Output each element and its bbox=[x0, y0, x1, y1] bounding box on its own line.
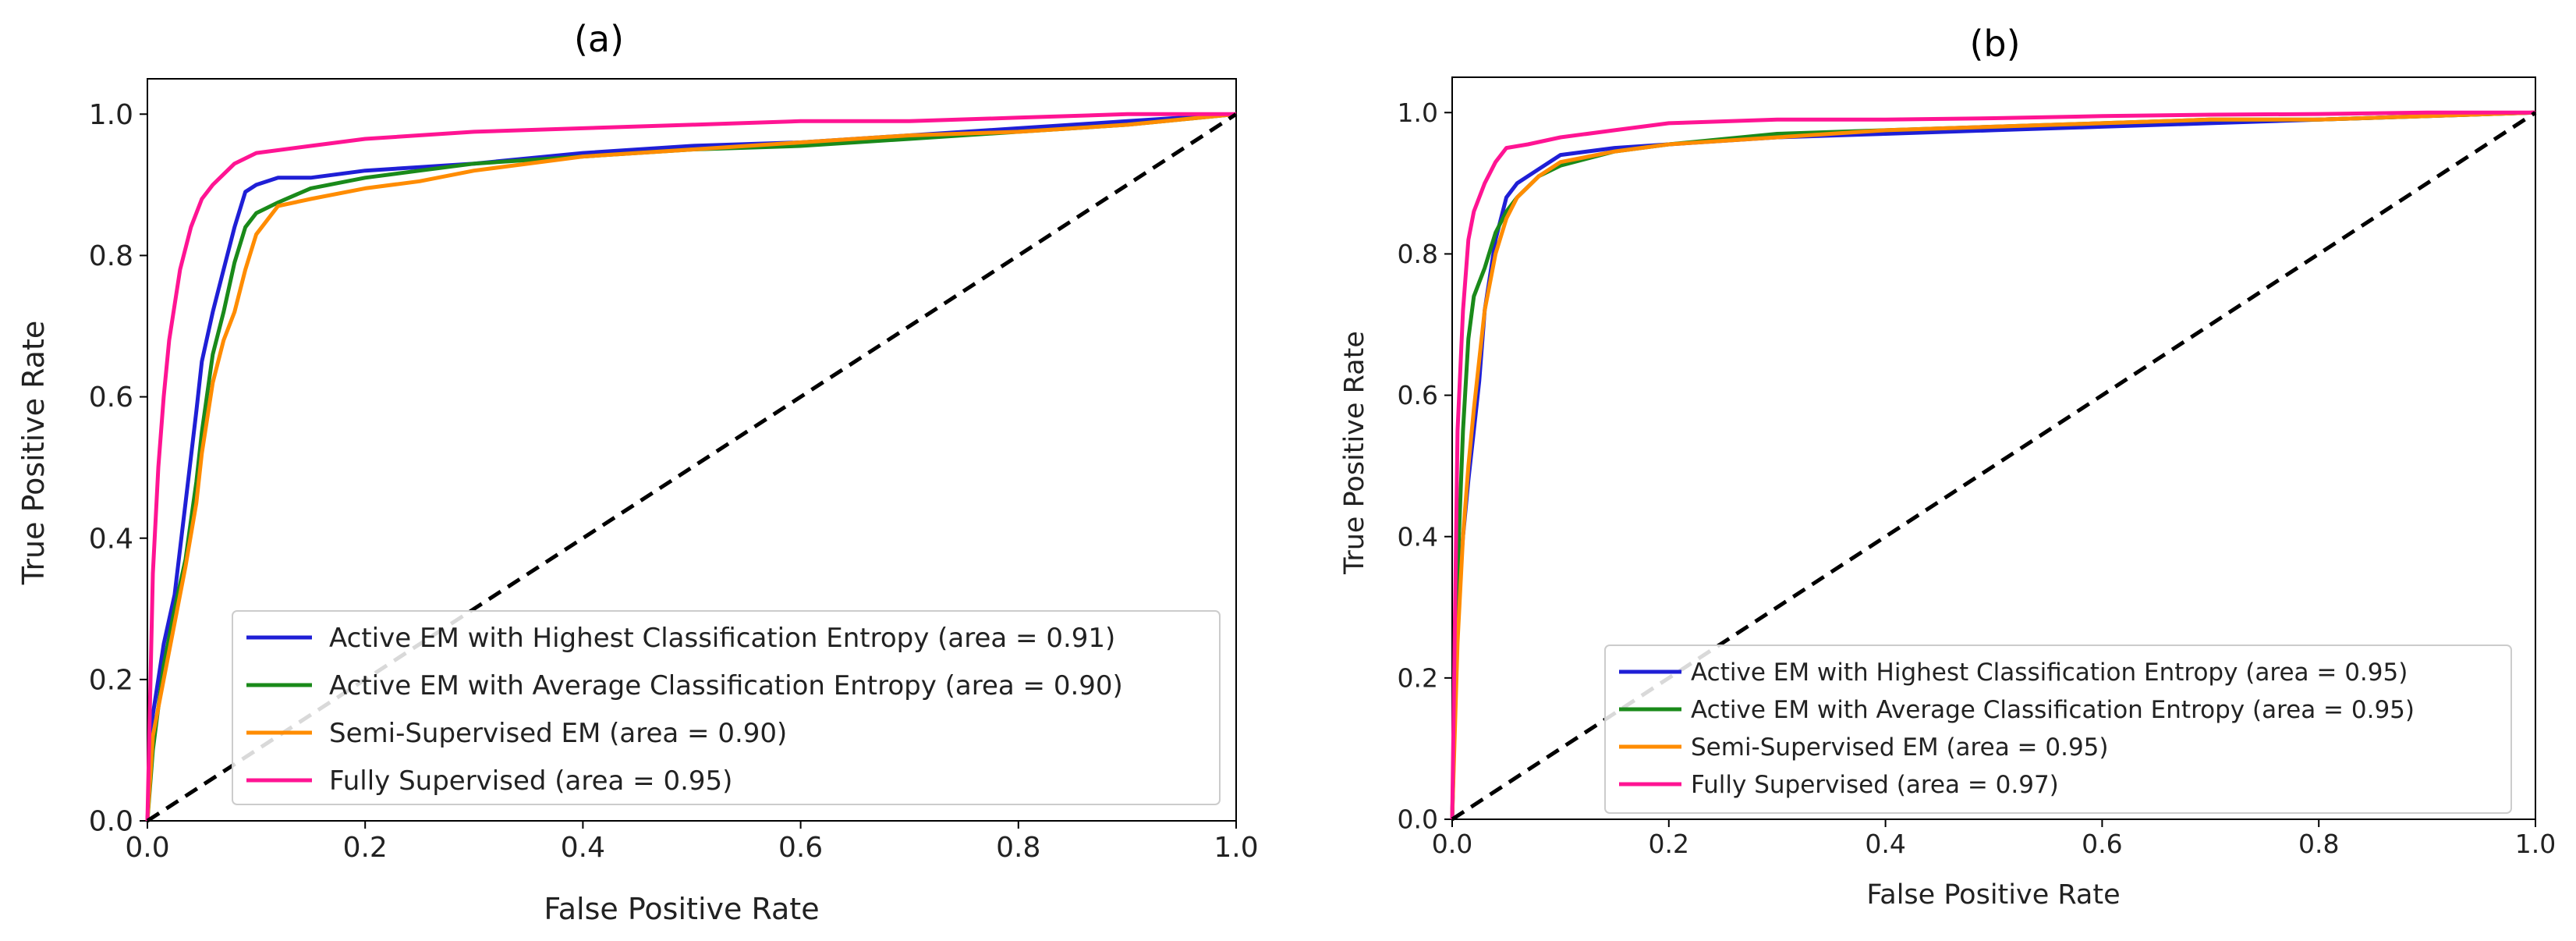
x-tick-label: 0.8 bbox=[996, 832, 1040, 864]
y-axis-label: True Positive Rate bbox=[1339, 331, 1370, 575]
legend-label: Active EM with Highest Classification En… bbox=[1691, 659, 2408, 687]
y-tick-label: 0.8 bbox=[1398, 239, 1438, 269]
legend-label: Fully Supervised (area = 0.95) bbox=[329, 765, 732, 797]
roc-curve-3 bbox=[145, 112, 1237, 822]
legend-label: Semi-Supervised EM (area = 0.90) bbox=[329, 718, 787, 749]
legend-box bbox=[232, 610, 1221, 805]
x-tick-label: 0.4 bbox=[1865, 829, 1905, 859]
y-tick-label: 0.0 bbox=[1398, 804, 1438, 835]
x-tick-label: 1.0 bbox=[2515, 829, 2556, 859]
y-axis-label: True Positive Rate bbox=[16, 321, 51, 586]
plot-area-b: 0.0 0.2 0.4 0.6 0.8 1.0 0.0 0.2 0.4 0.6 0.8 1.0 Acti… bbox=[1398, 76, 2556, 859]
x-axis-label: False Positive Rate bbox=[1866, 879, 2120, 911]
panel-a: (a) 0.0 0.2 0.4 0.6 0.8 1.0 0.0 0.2 0.4 0.6 0.8 1.0… bbox=[16, 18, 1259, 926]
legend-label: Active EM with Average Classification En… bbox=[1691, 696, 2415, 724]
x-tick-label: 1.0 bbox=[1214, 832, 1258, 864]
legend-label: Semi-Supervised EM (area = 0.95) bbox=[1691, 733, 2109, 762]
legend-label: Active EM with Average Classification En… bbox=[329, 670, 1123, 701]
plot-area-a: 0.0 0.2 0.4 0.6 0.8 1.0 0.0 0.2 0.4 0.6 0.8 1.0 Acti… bbox=[89, 78, 1259, 864]
y-tick-label: 0.6 bbox=[1398, 380, 1438, 410]
panel-b: (b) 0.0 0.2 0.4 0.6 0.8 1.0 0.0 0.2 0.4 0.6 0.8 1.0… bbox=[1339, 23, 2556, 911]
x-tick-label: 0.4 bbox=[561, 832, 605, 864]
y-tick-label: 0.4 bbox=[89, 523, 133, 555]
x-tick-label: 0.0 bbox=[1432, 829, 1472, 859]
x-axis-label: False Positive Rate bbox=[544, 892, 819, 926]
panel-title: (a) bbox=[574, 18, 624, 60]
y-tick-label: 0.8 bbox=[89, 240, 133, 272]
legend-label: Fully Supervised (area = 0.97) bbox=[1691, 771, 2059, 799]
roc-curve-4 bbox=[145, 112, 1236, 822]
legend: Active EM with Highest Classification En… bbox=[1604, 644, 2512, 814]
x-tick-label: 0.2 bbox=[1649, 829, 1689, 859]
y-tick-label: 0.0 bbox=[89, 806, 133, 838]
y-tick-label: 0.4 bbox=[1398, 521, 1438, 552]
legend-label: Active EM with Highest Classification En… bbox=[329, 623, 1115, 654]
y-tick-label: 0.6 bbox=[89, 382, 133, 414]
y-tick-label: 1.0 bbox=[1398, 98, 1438, 128]
roc-curve-3 bbox=[1450, 110, 2536, 820]
y-tick-label: 1.0 bbox=[89, 99, 133, 131]
x-tick-label: 0.0 bbox=[125, 832, 169, 864]
x-tick-label: 0.6 bbox=[2082, 829, 2122, 859]
roc-curve-4 bbox=[1450, 110, 2535, 820]
x-tick-label: 0.8 bbox=[2298, 829, 2339, 859]
legend: Active EM with Highest Classification En… bbox=[232, 610, 1221, 805]
x-tick-label: 0.2 bbox=[343, 832, 388, 864]
x-tick-label: 0.6 bbox=[778, 832, 823, 864]
y-tick-label: 0.2 bbox=[89, 664, 133, 696]
panel-title: (b) bbox=[1969, 23, 2020, 65]
y-tick-label: 0.2 bbox=[1398, 662, 1438, 693]
legend-box bbox=[1604, 644, 2512, 814]
